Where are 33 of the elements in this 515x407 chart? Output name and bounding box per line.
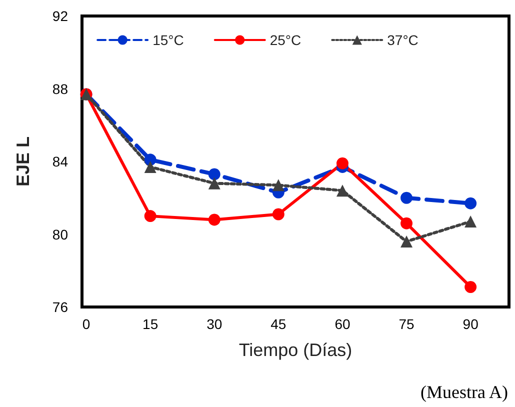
point: [336, 157, 348, 170]
x-tick-label: 45: [270, 316, 286, 332]
y-tick-label: 76: [52, 299, 68, 315]
point: [400, 236, 413, 248]
point: [400, 217, 413, 230]
x-tick-label: 0: [82, 316, 90, 332]
legend-label: 15°C: [152, 32, 184, 48]
x-axis-title: Tiempo (Días): [238, 340, 352, 360]
point: [464, 216, 477, 228]
point: [336, 184, 348, 197]
x-tick-label: 90: [462, 316, 479, 332]
text: (Muestra A): [420, 382, 508, 402]
y-tick-label: 88: [52, 80, 68, 97]
legend-label: 25°C: [270, 32, 302, 48]
legend-label: 37°C: [387, 32, 418, 48]
point: [272, 208, 284, 220]
x-tick-label: 60: [334, 316, 350, 332]
point: [208, 168, 220, 180]
y-tick-label: 80: [52, 226, 68, 242]
point: [144, 210, 156, 222]
y-tick-label: 92: [52, 8, 68, 24]
point: [144, 160, 156, 173]
x-tick-label: 15: [142, 316, 158, 332]
x-tick-label: 75: [398, 316, 415, 332]
point: [208, 214, 220, 226]
point: [272, 179, 284, 192]
y-tick-label: 84: [52, 154, 68, 170]
point: [400, 192, 413, 204]
point: [464, 280, 477, 293]
x-tick-label: 30: [206, 316, 222, 332]
point: [208, 177, 220, 190]
y-axis-title: EJE L: [13, 136, 33, 187]
point: [464, 197, 477, 210]
